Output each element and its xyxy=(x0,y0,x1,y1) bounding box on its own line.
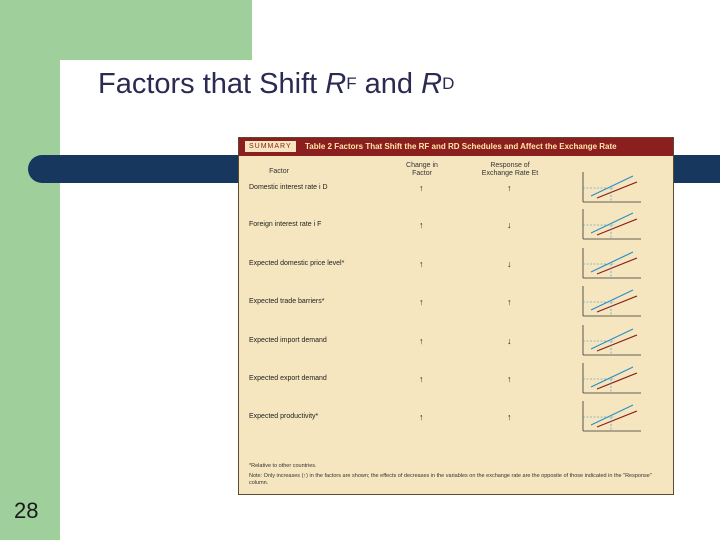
change-arrow: ↑ xyxy=(419,220,424,230)
factor-label: Expected import demand xyxy=(249,337,327,344)
change-arrow: ↑ xyxy=(419,183,424,193)
table-footnote-2: Note: Only increases (↑) in the factors … xyxy=(249,473,652,486)
schedule-shift-diagram xyxy=(582,325,641,356)
col-header-change: Change in Factor xyxy=(406,162,438,177)
left-accent-bar xyxy=(0,0,60,540)
response-arrow: ↑ xyxy=(507,297,512,307)
factor-label: Expected export demand xyxy=(249,375,327,382)
factor-label: Expected trade barriers* xyxy=(249,298,325,305)
change-arrow: ↑ xyxy=(419,336,424,346)
response-arrow: ↓ xyxy=(507,336,512,346)
response-arrow: ↓ xyxy=(507,259,512,269)
col-header-response: Response of Exchange Rate Et xyxy=(481,162,539,177)
table-title: Table 2 Factors That Shift the RF and RD… xyxy=(305,142,617,151)
change-arrow: ↑ xyxy=(419,297,424,307)
slide-title: Factors that Shift RF and RD xyxy=(98,68,455,100)
response-arrow: ↑ xyxy=(507,374,512,384)
page-number: 28 xyxy=(14,498,39,523)
factor-label: Expected domestic price level* xyxy=(249,260,345,267)
factor-label: Foreign interest rate i F xyxy=(249,221,322,228)
change-arrow: ↑ xyxy=(419,412,424,422)
schedule-shift-diagram xyxy=(582,286,641,317)
schedule-shift-diagram xyxy=(582,172,641,203)
schedule-shift-diagram xyxy=(582,401,641,432)
schedule-shift-diagram xyxy=(582,248,641,279)
top-accent-bar xyxy=(60,0,252,60)
response-arrow: ↑ xyxy=(507,412,512,422)
schedule-shift-diagram xyxy=(582,363,641,394)
response-arrow: ↓ xyxy=(507,220,512,230)
table-footnote-1: *Relative to other countries. xyxy=(249,463,317,469)
table-header-band: SUMMARY Table 2 Factors That Shift the R… xyxy=(239,138,673,156)
schedule-shift-diagram xyxy=(582,209,641,240)
factor-label: Expected productivity* xyxy=(249,413,319,420)
factor-label: Domestic interest rate i D xyxy=(249,184,328,191)
col-header-factor: Factor xyxy=(269,168,289,175)
change-arrow: ↑ xyxy=(419,374,424,384)
summary-table-image: SUMMARY Table 2 Factors That Shift the R… xyxy=(238,137,674,495)
summary-tag: SUMMARY xyxy=(245,141,296,152)
response-arrow: ↑ xyxy=(507,183,512,193)
change-arrow: ↑ xyxy=(419,259,424,269)
